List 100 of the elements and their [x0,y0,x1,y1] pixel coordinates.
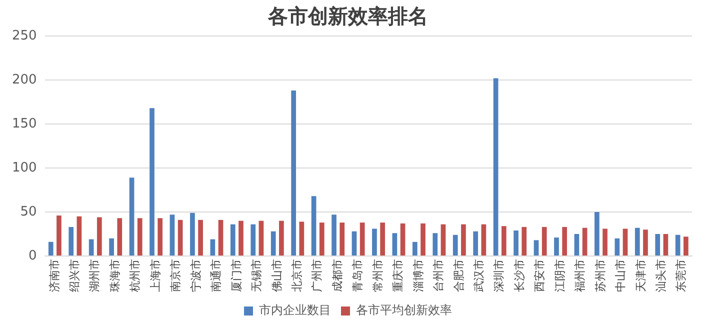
bar [562,226,568,256]
bar [452,234,458,256]
bar [88,239,94,256]
bar [481,224,486,256]
bar [684,236,688,256]
x-tick-label: 青岛市 [351,259,364,292]
x-tick-label: 深圳市 [492,259,506,292]
x-tick-label: 武汉市 [472,259,486,292]
bar [230,224,236,256]
x-tick-label: 上海市 [148,259,162,292]
bar [48,242,54,256]
bar [493,78,498,256]
bar [412,242,418,256]
legend-label: 各市平均创新效率 [356,303,452,318]
bar [68,226,74,256]
bar [291,90,296,256]
x-tick-label: 绍兴市 [68,259,82,292]
bar [340,222,345,256]
x-tick-label: 佛山市 [270,259,284,292]
bar [514,230,518,256]
bar [311,196,316,256]
chart-title: 各市创新效率排名 [267,4,428,28]
bar [299,222,304,256]
x-tick-label: 广州市 [310,259,324,292]
x-tick-label: 济南市 [48,259,61,292]
bar [137,218,142,256]
bar [643,230,648,256]
x-tick-label: 江阴市 [553,259,566,292]
bar [663,234,668,256]
y-tick-label: 100 [12,160,37,176]
bar [150,108,154,256]
x-tick-label: 淄博市 [412,259,425,292]
bar [178,220,183,256]
y-tick-label: 250 [12,28,37,44]
bar [117,218,122,256]
bar [198,220,203,256]
x-tick-label: 湖州市 [88,259,102,292]
y-tick-label: 200 [12,72,37,88]
bar [258,220,264,256]
x-tick-label: 长沙市 [512,259,526,292]
x-tick-label: 汕头市 [654,259,668,292]
x-tick-label: 厦门市 [230,259,243,292]
legend-label: 市内企业数目 [259,303,331,318]
x-tick-label: 北京市 [290,259,304,292]
x-tick-label: 南通市 [210,259,223,292]
bar [129,178,134,256]
x-tick-label: 福州市 [574,259,587,292]
y-tick-label: 150 [12,116,37,132]
x-tick-label: 西安市 [533,259,546,292]
bar [440,224,446,256]
bar [238,220,244,256]
bar [554,238,559,256]
bar [432,233,438,256]
bar [158,218,163,256]
bar [501,226,506,256]
x-tick-label: 宁波市 [189,259,202,292]
y-tick-label: 50 [20,204,37,220]
bar [218,220,224,256]
x-tick-label: 东莞市 [674,259,688,292]
bar [574,234,580,256]
x-tick-label: 成都市 [330,259,344,292]
bar [279,220,284,256]
x-tick-label: 珠海市 [108,259,122,292]
x-tick-label: 天津市 [634,259,648,292]
bar [170,214,175,256]
bar [380,222,385,256]
x-tick-label: 无锡市 [250,259,264,292]
bar [360,222,365,256]
x-tick-label: 苏州市 [594,259,607,292]
x-tick-label: 常州市 [371,259,384,292]
bar [534,240,539,256]
bar [614,238,620,256]
x-tick-label: 台州市 [432,259,446,292]
bar [250,224,256,256]
bar [594,212,600,256]
x-tick-label: 南京市 [169,259,182,292]
bar [319,222,324,256]
bar [522,226,527,256]
bar [96,217,102,256]
bar [602,228,608,256]
bar [109,238,114,256]
bar [190,212,195,256]
bar [622,228,628,256]
bar [634,228,640,256]
bar [675,234,680,256]
bar [400,223,406,256]
bar [420,223,426,256]
bar [56,216,62,256]
bar [655,234,660,256]
bar [210,239,216,256]
x-tick-label: 中山市 [614,259,628,292]
bar [270,231,276,256]
y-tick-label: 0 [28,248,37,264]
bar [392,233,398,256]
bar [582,228,588,256]
bar [473,231,478,256]
x-tick-label: 合肥市 [452,259,466,292]
x-tick-label: 杭州市 [128,259,142,293]
x-tick-label: 重庆市 [392,259,405,292]
bar [332,214,336,256]
